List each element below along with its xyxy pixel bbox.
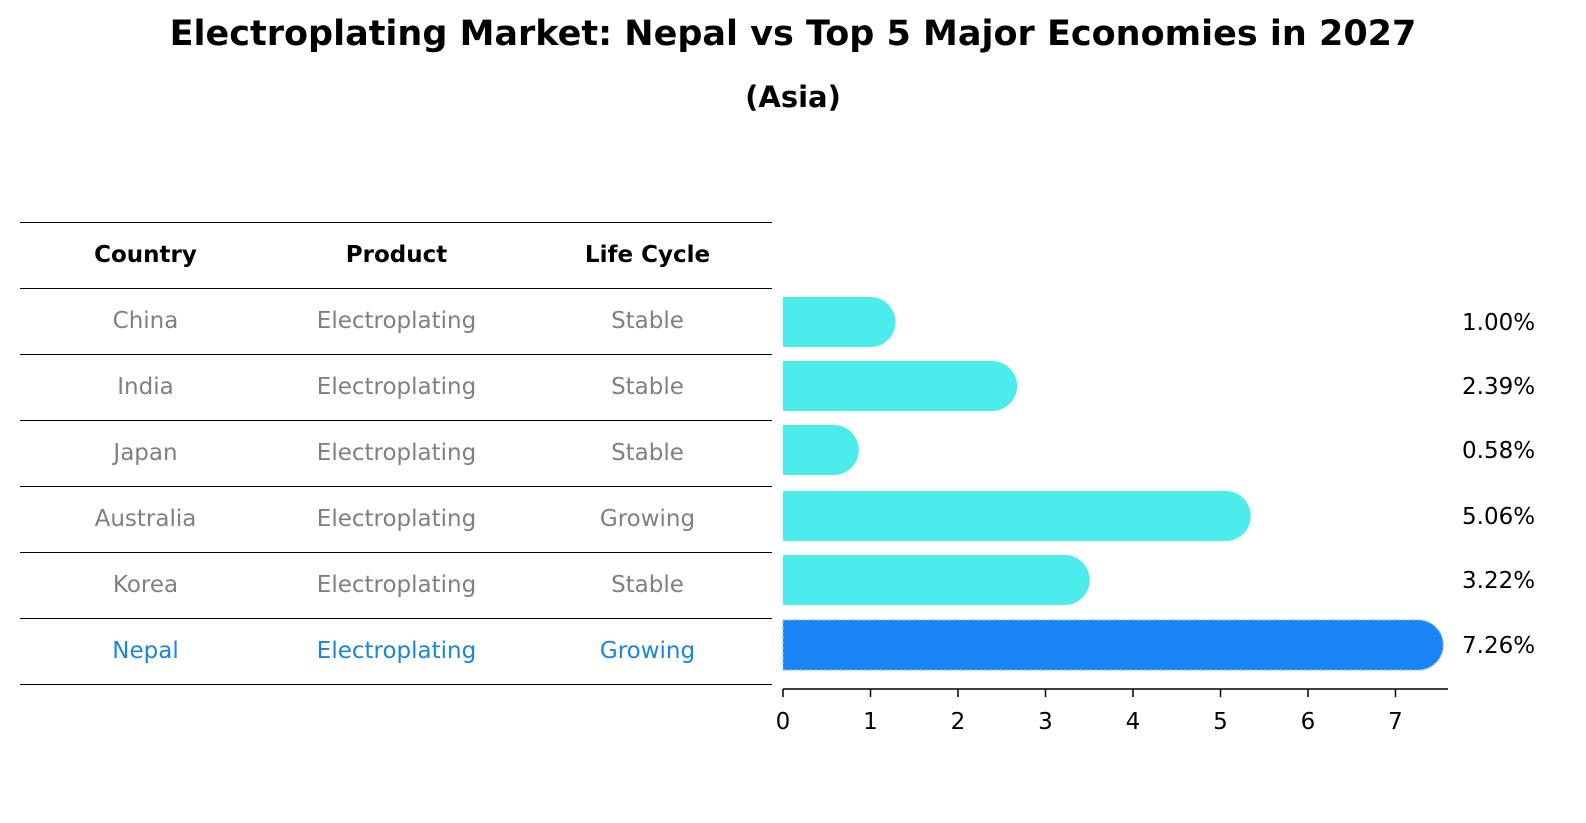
- table-cell: Electroplating: [316, 440, 477, 466]
- x-tick-label: 4: [1126, 709, 1141, 735]
- table-cell: China: [112, 308, 179, 334]
- table-cell: Growing: [599, 506, 696, 532]
- table-cell: Electroplating: [316, 506, 477, 532]
- x-tick-label: 1: [863, 709, 878, 735]
- table-rule: [20, 684, 772, 685]
- table-rule: [20, 354, 772, 355]
- x-tick-label: 7: [1388, 709, 1403, 735]
- table-cell: Stable: [611, 440, 684, 466]
- table-rule: [20, 420, 772, 421]
- data-label: 1.00%: [1462, 310, 1535, 336]
- table-cell: Stable: [611, 308, 684, 334]
- chart-subtitle: (Asia): [745, 80, 841, 114]
- table-header-cell: Country: [94, 242, 197, 268]
- x-tick-label: 3: [1038, 709, 1053, 735]
- chart-title: Electroplating Market: Nepal vs Top 5 Ma…: [169, 14, 1417, 54]
- table-cell: Australia: [94, 506, 197, 532]
- x-tick-label: 6: [1301, 709, 1316, 735]
- bar-australia: [783, 491, 1251, 541]
- table-header-cell: Product: [345, 242, 448, 268]
- bar-japan: [783, 425, 859, 475]
- bar-china: [783, 297, 896, 347]
- table-cell: Electroplating: [316, 374, 477, 400]
- x-tick-label: 5: [1213, 709, 1228, 735]
- table-cell: Stable: [611, 374, 684, 400]
- table-cell: Nepal: [112, 638, 179, 664]
- table-rule: [20, 222, 772, 223]
- data-label: 3.22%: [1462, 568, 1535, 594]
- table-rule: [20, 486, 772, 487]
- bar-korea: [783, 555, 1090, 605]
- table-cell: Korea: [112, 572, 179, 598]
- bar-nepal: [782, 619, 1444, 671]
- table-cell: Japan: [113, 440, 178, 466]
- table-rule: [20, 288, 772, 289]
- data-label: 5.06%: [1462, 504, 1535, 530]
- table-cell: India: [117, 374, 174, 400]
- x-tick-label: 0: [776, 709, 791, 735]
- table-cell: Electroplating: [316, 638, 477, 664]
- table-header-cell: Life Cycle: [584, 242, 711, 268]
- table-rule: [20, 618, 772, 619]
- bar-india: [783, 361, 1018, 411]
- table-cell: Stable: [611, 572, 684, 598]
- table-cell: Electroplating: [316, 308, 477, 334]
- x-tick-label: 2: [951, 709, 966, 735]
- data-label: 0.58%: [1462, 438, 1535, 464]
- table-rule: [20, 552, 772, 553]
- data-label: 2.39%: [1462, 374, 1535, 400]
- data-label: 7.26%: [1462, 633, 1535, 659]
- table-cell: Growing: [599, 638, 696, 664]
- table-cell: Electroplating: [316, 572, 477, 598]
